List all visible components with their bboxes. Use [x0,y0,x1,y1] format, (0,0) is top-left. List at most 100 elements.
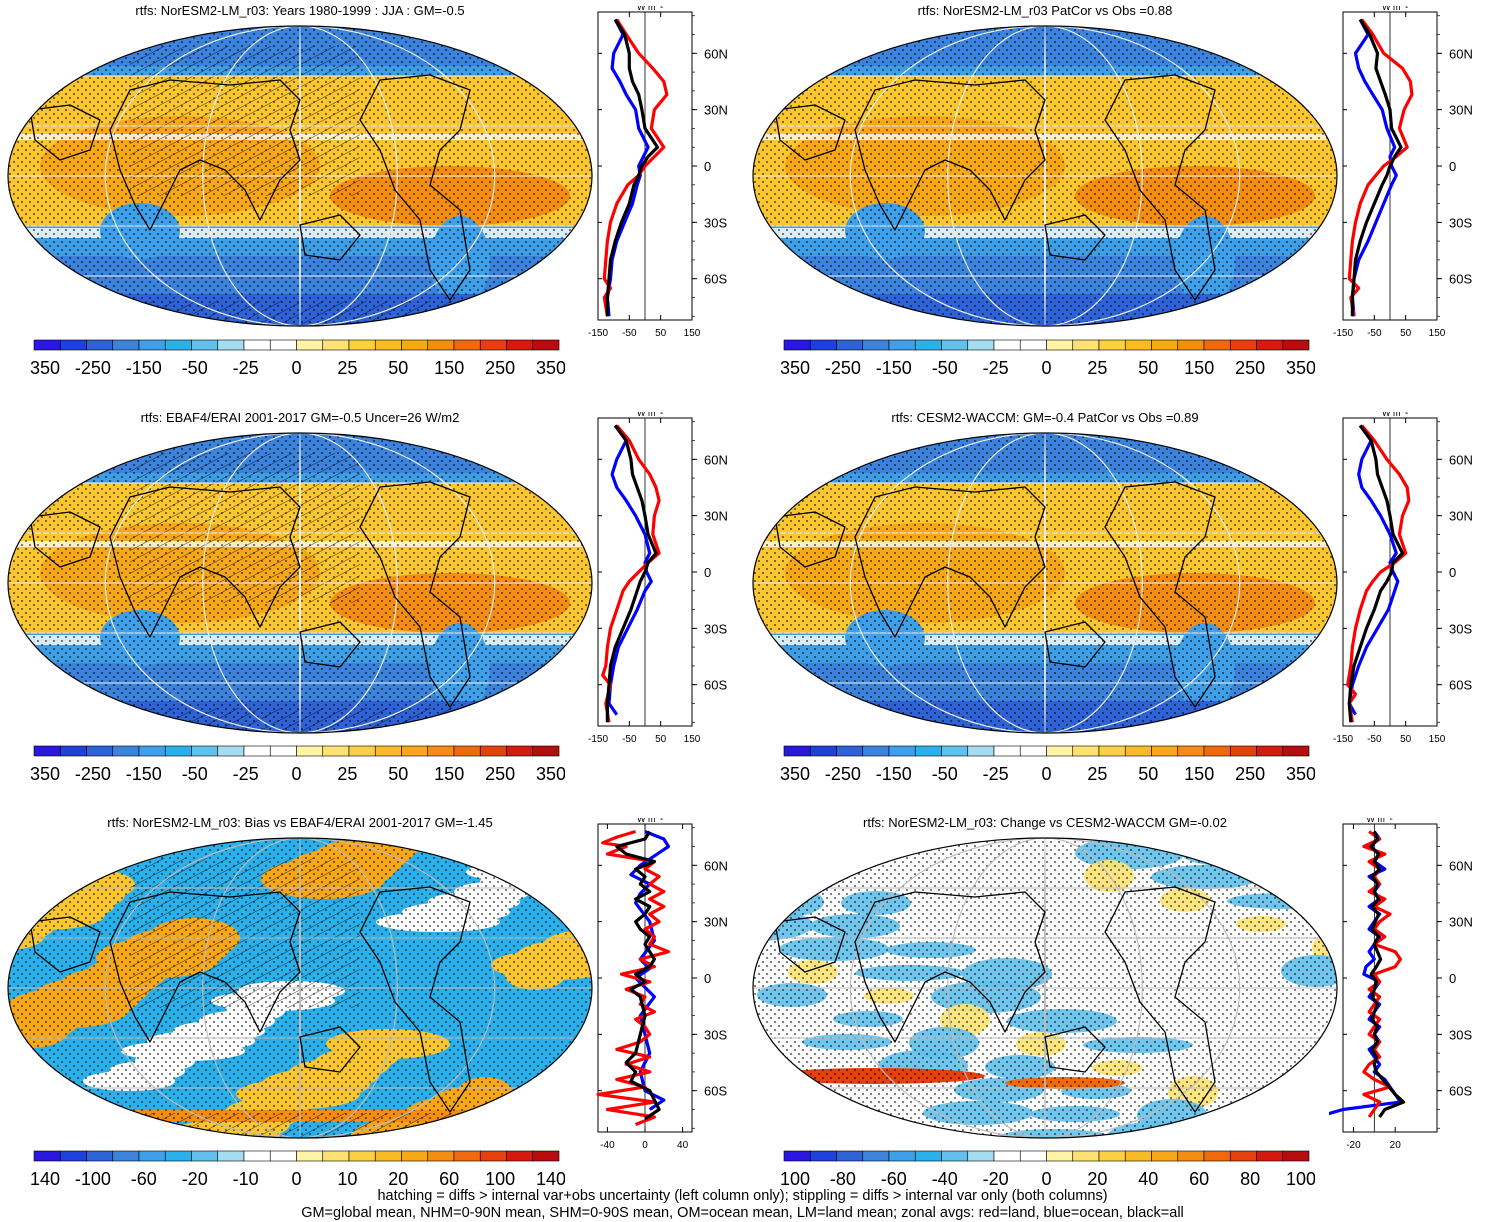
colorbar-label: -10 [233,1169,259,1189]
panel-bias: rtfs: NorESM2-LM_r03: Bias vs EBAF4/ERAI… [0,810,745,1189]
colorbar-swatch [164,745,192,757]
colorbar-swatch [1256,1150,1284,1162]
colorbar-swatch [783,339,811,351]
zonal-x-tick-label: -50 [622,328,637,339]
zonal-x-tick-label: 40 [677,1140,689,1151]
colorbar-swatch [993,339,1021,351]
colorbar-swatch [914,1150,942,1162]
zonal-series-all [605,18,660,317]
lat-tick-label: 60S [704,678,727,693]
colorbar-label: -100 [75,1169,111,1189]
colorbar-label: -20 [983,1169,1009,1189]
colorbar-label: 25 [337,764,357,784]
lat-tick-label: 0 [704,565,711,580]
colorbar-label: 150 [434,358,464,378]
colorbar-swatch [191,1150,219,1162]
colorbar-label: 50 [388,358,408,378]
colorbar-label: 150 [434,764,464,784]
lat-tick-label: 60N [1449,452,1473,467]
colorbar-label: 150 [1184,358,1214,378]
zonal-x-tick-label: 50 [1400,734,1412,745]
colorbar-label: 50 [1138,358,1158,378]
colorbar-swatch [506,1150,534,1162]
colorbar-label: -250 [825,764,861,784]
colorbar-swatch [112,745,140,757]
colorbar-swatch [86,745,114,757]
lat-tick-label: 30N [704,509,728,524]
colorbar-label: -350 [30,764,60,784]
colorbar-swatch [59,1150,87,1162]
colorbar-label: 250 [1235,764,1265,784]
colorbar-swatch [374,1150,402,1162]
zonal-x-tick-label: -50 [1367,328,1382,339]
colorbar-label: -50 [932,358,958,378]
colorbar-label: 60 [439,1169,459,1189]
colorbar-swatch [506,745,534,757]
zonal-x-tick-label: 50 [655,328,667,339]
colorbar-swatch [941,745,969,757]
colorbar-swatch [532,339,560,351]
map-title: rtfs: EBAF4/ERAI 2001-2017 GM=-0.5 Uncer… [140,410,460,425]
zonal-series-land [1347,18,1414,317]
colorbar-swatch [1151,1150,1179,1162]
colorbar-label: 0 [291,764,301,784]
unit-label: W m⁻² [1366,818,1392,824]
lat-tick-label: 60S [1449,678,1472,693]
colorbar-swatch [1177,1150,1205,1162]
colorbar-swatch [836,339,864,351]
colorbar-label: -25 [983,764,1009,784]
colorbar-swatch [401,1150,429,1162]
lat-tick-label: 0 [1449,565,1456,580]
lat-tick-label: 60S [704,1084,727,1099]
lat-tick-label: 0 [704,159,711,174]
zonal-series-land [601,424,661,723]
colorbar-label: 20 [1087,1169,1107,1189]
colorbar-swatch [191,339,219,351]
zonal-x-tick-label: -50 [622,734,637,745]
colorbar-swatch [1256,745,1284,757]
colorbar-label: -140 [30,1169,60,1189]
colorbar-label: -50 [932,764,958,784]
colorbar-label: -150 [876,764,912,784]
colorbar-label: 250 [485,358,515,378]
zonal-plot-nor-patcor: W m⁻² 60N 30N 0 30S 60S -150 -50 50 150 [1333,6,1473,339]
colorbar-swatch [1124,339,1152,351]
colorbar-swatch [967,1150,995,1162]
colorbar-swatch [1124,1150,1152,1162]
colorbar-swatch [138,745,166,757]
colorbar-swatch [86,1150,114,1162]
lat-tick-label: 30S [1449,621,1472,636]
colorbar-label: 50 [388,764,408,784]
colorbar-label: 0 [1041,1169,1051,1189]
colorbar-label: 50 [1138,764,1158,784]
colorbar-label: -150 [126,764,162,784]
colorbar-swatch [243,1150,271,1162]
zonal-plot-obs: W m⁻² 60N 30N 0 30S 60S -150 -50 50 150 [588,412,728,745]
lat-tick-label: 60S [1449,272,1472,287]
colorbar-label: 0 [291,358,301,378]
map-obs [7,432,593,734]
colorbar-swatch [1072,339,1100,351]
colorbar-label: 80 [1240,1169,1260,1189]
colorbar-label: 0 [291,1169,301,1189]
zonal-series-all [605,424,658,723]
colorbar-swatch [374,339,402,351]
colorbar-swatch [1019,339,1047,351]
colorbar-swatch [322,339,350,351]
colorbar-swatch [862,745,890,757]
colorbar-swatch [112,1150,140,1162]
map-nor-clim [7,25,593,327]
colorbar-label: -50 [182,764,208,784]
colorbar-swatch [1124,745,1152,757]
lat-tick-label: 60S [1449,1084,1472,1099]
zonal-plot-change: W m⁻² 60N 30N 0 30S 60S -20 20 [1329,818,1473,1151]
colorbar-swatch [296,745,324,757]
colorbar-swatch [783,745,811,757]
unit-label: W m⁻² [1382,412,1408,418]
colorbar-swatch [112,339,140,351]
colorbar-swatch [1229,745,1257,757]
colorbar-swatch [1177,745,1205,757]
zonal-x-tick-label: 20 [1390,1140,1402,1151]
